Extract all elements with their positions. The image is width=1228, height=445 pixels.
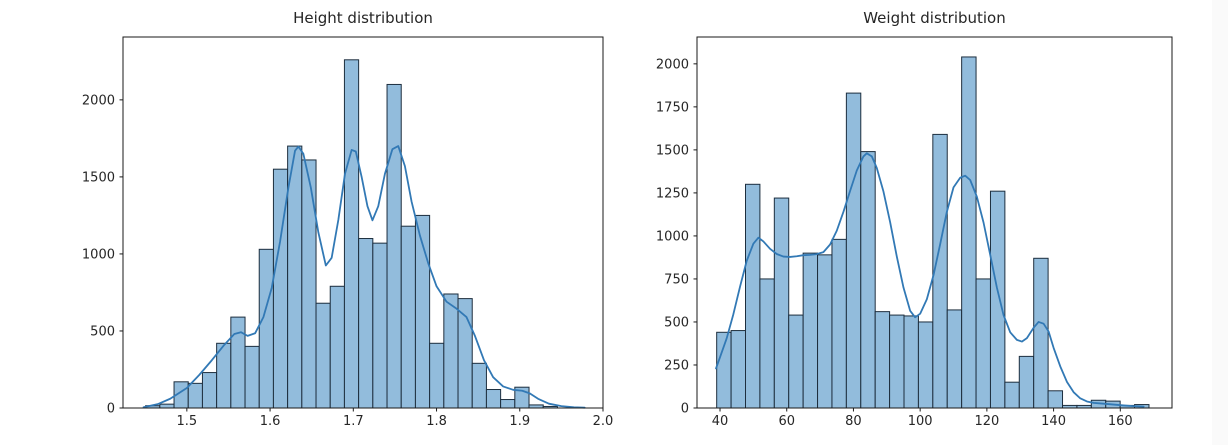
- kde-curve: [142, 145, 586, 409]
- histogram-bar: [773, 197, 790, 409]
- histogram-bar: [788, 314, 804, 409]
- y-tick-label: 2000: [656, 57, 689, 72]
- x-tick-label: 160: [1108, 414, 1133, 429]
- x-tick-label: 1.9: [509, 414, 530, 429]
- histogram-bar: [1047, 390, 1064, 409]
- x-tick-label: 140: [1041, 414, 1066, 429]
- histogram-bar: [471, 362, 487, 409]
- histogram-bar: [1033, 257, 1049, 409]
- histogram-bar: [343, 59, 360, 409]
- histogram-bar: [917, 321, 934, 409]
- x-tick-label: 1.7: [343, 414, 364, 429]
- weight-distribution-chart: Weight distribution 40 60 80 100 120 140 160 0 2…: [614, 0, 1228, 445]
- histogram-bar: [1018, 355, 1035, 409]
- y-tick-label: 1250: [656, 186, 689, 201]
- histogram-bars: [716, 56, 1150, 409]
- histogram-bar: [400, 225, 416, 409]
- plot-border: [122, 36, 604, 409]
- histogram-bar: [443, 293, 459, 409]
- x-tick-label: 80: [845, 414, 862, 429]
- histogram-bar: [831, 238, 847, 409]
- histogram-bar: [358, 238, 374, 409]
- histogram-bar: [201, 372, 218, 409]
- histogram-bar: [230, 316, 246, 409]
- histogram-bar: [845, 92, 862, 409]
- x-tick-label: 60: [778, 414, 795, 429]
- histogram-bar: [946, 309, 963, 409]
- plot-border: [696, 36, 1173, 409]
- x-tick-label: 1.5: [176, 414, 197, 429]
- y-tick-label: 2000: [82, 93, 115, 108]
- y-tick-label: 500: [664, 315, 689, 330]
- histogram-bar: [315, 302, 331, 409]
- histogram-bar: [903, 315, 919, 409]
- kde-curve: [715, 152, 1145, 408]
- weight-distribution-plot: 40 60 80 100 120 140 160 0 250 500 750 1000 1250 1500…: [656, 36, 1173, 429]
- histogram-bar: [874, 311, 891, 409]
- weight-chart-title: Weight distribution: [863, 9, 1006, 27]
- height-chart-title: Height distribution: [293, 9, 433, 27]
- x-tick-label: 2.0: [593, 414, 614, 429]
- histogram-bars: [145, 59, 558, 409]
- histogram-bar: [329, 285, 345, 409]
- y-tick-label: 250: [664, 358, 689, 373]
- histogram-bar: [745, 183, 761, 409]
- height-distribution-plot: 1.5 1.6 1.7 1.8 1.9 2.0 0 500 1000 1500 2000: [82, 36, 614, 429]
- x-tick-label: 1.6: [260, 414, 281, 429]
- x-tick-label: 1.8: [426, 414, 447, 429]
- histogram-bar: [730, 330, 746, 409]
- y-tick-label: 1500: [82, 170, 115, 185]
- y-tick-label: 750: [664, 272, 689, 287]
- histogram-bar: [500, 399, 516, 409]
- histogram-bar: [889, 314, 905, 409]
- histogram-bar: [287, 145, 303, 409]
- histogram-bar: [961, 56, 977, 409]
- y-tick-label: 1750: [656, 100, 689, 115]
- histogram-bar: [429, 342, 445, 409]
- histogram-bar: [244, 345, 260, 409]
- histogram-bar: [372, 242, 388, 409]
- height-distribution-chart: Height distribution 1.5 1.6 1.7 1.8 1.9 2.0 0 5…: [82, 9, 614, 429]
- histogram-bar: [802, 252, 819, 409]
- x-tick-label: 120: [974, 414, 999, 429]
- histogram-bar: [386, 83, 402, 409]
- histogram-bar: [817, 254, 833, 409]
- y-tick-label: 0: [681, 402, 689, 417]
- y-tick-label: 1000: [656, 229, 689, 244]
- histogram-bar: [989, 190, 1006, 409]
- histogram-bar: [258, 248, 274, 409]
- window-background-strip: [1212, 0, 1228, 445]
- x-tick-label: 40: [712, 414, 729, 429]
- histogram-bar: [860, 151, 876, 409]
- histogram-bar: [1004, 381, 1020, 409]
- y-tick-label: 0: [107, 402, 115, 417]
- x-tick-label: 100: [908, 414, 933, 429]
- histogram-bar: [159, 403, 175, 409]
- histogram-bar: [975, 278, 991, 409]
- histogram-bar: [485, 389, 502, 409]
- y-tick-label: 1500: [656, 143, 689, 158]
- histogram-bar: [759, 278, 775, 409]
- histogram-bar: [301, 159, 317, 409]
- y-tick-label: 500: [90, 324, 115, 339]
- y-tick-label: 1000: [82, 247, 115, 262]
- histogram-bar: [187, 382, 203, 409]
